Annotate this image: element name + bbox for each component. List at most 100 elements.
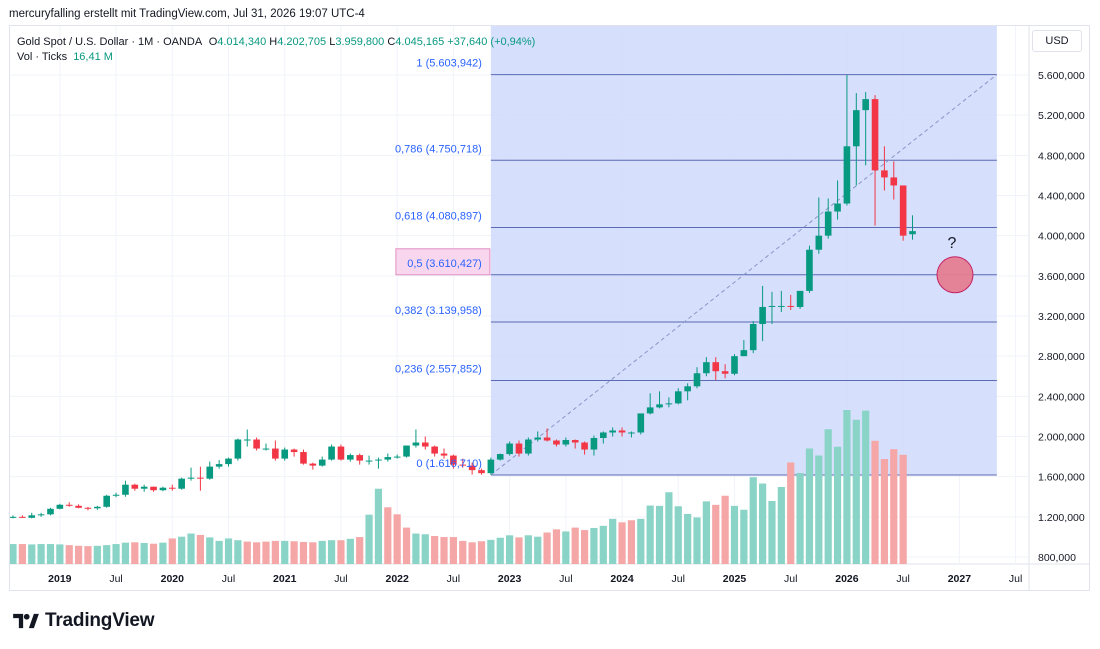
volume-bar [402, 527, 411, 564]
volume-bar [365, 514, 373, 564]
volume-bar [730, 505, 739, 564]
fibonacci-label: 1 (5.603,942) [416, 58, 481, 70]
volume-bar [468, 542, 476, 564]
candle-body [665, 403, 673, 405]
candle-body [806, 249, 813, 291]
candle-body [112, 494, 120, 496]
volume-bar [787, 462, 795, 564]
candle-body [431, 446, 438, 454]
volume-bar [880, 459, 889, 564]
volume-bar [299, 541, 308, 564]
candle-body [562, 440, 570, 445]
legend-low-label: L [329, 36, 336, 48]
volume-bar [796, 473, 804, 564]
candle-body [365, 460, 373, 462]
candle-body [337, 446, 345, 460]
candle-body [712, 362, 720, 372]
volume-bar [833, 446, 842, 564]
volume-bar [562, 531, 570, 564]
fibonacci-label: 0,236 (2.557,852) [395, 363, 482, 375]
price-axis-label: 3.200,000 [1038, 311, 1085, 323]
volume-bar [346, 538, 354, 564]
candle-body [881, 170, 888, 178]
chart-frame[interactable]: 1 (5.603,942) 0,786 (4.750,718) 0,618 (4.0… [9, 25, 1090, 591]
chart-legend: Gold Spot / U.S. Dollar · 1M · OANDA O4.… [17, 35, 535, 65]
candle-body [47, 508, 54, 515]
candle-body [487, 459, 495, 474]
candle-body [19, 516, 26, 518]
candle-body [909, 231, 916, 235]
candle-body [684, 386, 691, 392]
volume-bar [290, 541, 298, 564]
candle-body [871, 99, 879, 171]
candle-body [824, 211, 832, 236]
price-axis-label: 1.200,000 [1038, 512, 1085, 524]
candle-body [609, 430, 616, 433]
candle-body [412, 442, 420, 446]
candle-body [187, 477, 195, 479]
currency-button[interactable]: USD [1032, 30, 1082, 52]
candle-body [628, 432, 635, 434]
volume-bar [356, 537, 364, 564]
volume-bar [543, 532, 551, 564]
volume-bar [178, 536, 186, 564]
candle-body [618, 430, 626, 433]
volume-bar [159, 542, 167, 564]
candle-body [197, 477, 204, 479]
time-axis-label: 2021 [273, 573, 297, 585]
volume-bar [627, 520, 636, 564]
time-axis-label: Jul [896, 573, 909, 585]
price-axis-label: 2.400,000 [1038, 391, 1085, 403]
legend-change: +37,640 (+0,94%) [447, 36, 536, 48]
price-axis-label: 4.000,000 [1038, 231, 1085, 243]
volume-bar [824, 429, 832, 564]
candle-body [656, 404, 663, 408]
candle-body [853, 110, 860, 147]
time-axis-label: 2019 [48, 573, 72, 585]
volume-bar [262, 541, 270, 564]
volume-bar [721, 495, 729, 564]
legend-volume-label: Vol · Ticks [17, 51, 68, 63]
volume-bar [112, 544, 120, 564]
candle-body [37, 514, 45, 516]
candle-body [234, 439, 242, 459]
candle-body [159, 487, 167, 491]
volume-bar [412, 533, 420, 564]
volume-bar [28, 544, 36, 564]
volume-bar [253, 542, 261, 564]
volume-bar [712, 504, 720, 564]
volume-bar [149, 543, 158, 564]
candle-body [10, 516, 17, 518]
volume-bar [18, 544, 26, 564]
legend-high: 4.202,705 [277, 36, 327, 48]
price-axis-label: 2.800,000 [1038, 351, 1085, 363]
price-chart[interactable]: 1 (5.603,942) 0,786 (4.750,718) 0,618 (4.0… [10, 26, 1089, 590]
price-axis-label: 2.000,000 [1038, 432, 1085, 444]
candle-body [272, 448, 279, 459]
candle-body [759, 306, 766, 325]
time-axis-label: Jul [334, 573, 347, 585]
volume-bar [871, 440, 879, 564]
candle-body [768, 305, 776, 307]
candle-body [496, 454, 504, 460]
candle-body [899, 185, 907, 236]
volume-bar [121, 542, 130, 564]
volume-bar [693, 517, 701, 564]
candle-body [459, 464, 467, 466]
candle-body [178, 478, 185, 489]
candle-body [778, 305, 785, 307]
volume-bar [665, 492, 673, 564]
fibonacci-label: 0,786 (4.750,718) [395, 143, 482, 155]
candle-body [84, 507, 92, 509]
candle-body [515, 443, 523, 454]
time-axis-label: Jul [447, 573, 460, 585]
candle-body [384, 457, 392, 460]
volume-bar [646, 505, 654, 564]
candle-body [543, 437, 551, 441]
legend-high-label: H [269, 36, 278, 48]
fibonacci-label: 0,382 (3.139,958) [395, 305, 482, 317]
tradingview-brand[interactable]: TradingView [11, 610, 155, 632]
candle-body [478, 470, 485, 474]
legend-symbol: Gold Spot / U.S. Dollar · 1M · OANDA [17, 36, 202, 48]
volume-bar [206, 537, 214, 564]
